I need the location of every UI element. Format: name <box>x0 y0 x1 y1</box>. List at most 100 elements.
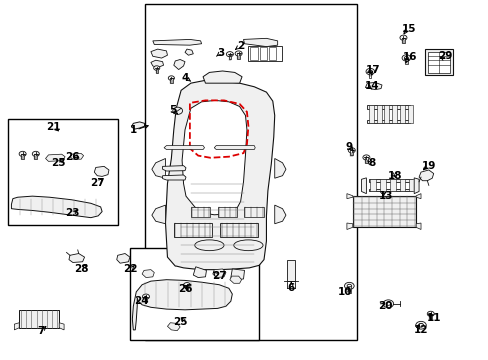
Polygon shape <box>11 196 102 218</box>
Circle shape <box>386 302 390 305</box>
Bar <box>244 207 264 217</box>
Circle shape <box>362 155 369 160</box>
Bar <box>368 71 371 78</box>
Circle shape <box>168 76 174 80</box>
Polygon shape <box>415 223 420 229</box>
Bar <box>428 314 431 319</box>
Circle shape <box>183 283 190 288</box>
Polygon shape <box>229 276 241 283</box>
Circle shape <box>418 324 422 327</box>
Bar <box>228 54 231 59</box>
Circle shape <box>382 300 393 307</box>
Polygon shape <box>214 145 255 149</box>
Text: 4: 4 <box>181 73 188 83</box>
Text: 2: 2 <box>237 41 244 50</box>
Text: 25: 25 <box>173 317 187 327</box>
Bar <box>391 105 396 123</box>
Polygon shape <box>162 166 185 171</box>
Text: 12: 12 <box>413 325 427 335</box>
Bar <box>408 179 414 192</box>
Circle shape <box>346 284 351 288</box>
Bar <box>399 105 404 123</box>
Bar <box>405 58 407 64</box>
Bar <box>19 310 59 328</box>
Bar <box>366 105 409 109</box>
Bar <box>384 105 388 123</box>
Bar <box>287 260 295 281</box>
Circle shape <box>401 55 410 61</box>
Polygon shape <box>243 39 277 46</box>
Bar <box>379 179 385 192</box>
Circle shape <box>153 66 160 70</box>
Polygon shape <box>70 153 83 159</box>
Polygon shape <box>117 253 130 263</box>
Polygon shape <box>153 40 201 45</box>
Circle shape <box>418 323 423 327</box>
Circle shape <box>226 51 233 57</box>
Bar <box>259 47 266 59</box>
Circle shape <box>235 51 242 56</box>
Polygon shape <box>274 158 285 178</box>
Bar <box>34 154 37 159</box>
Polygon shape <box>151 60 163 67</box>
Bar <box>144 297 147 302</box>
Bar <box>368 189 411 192</box>
Polygon shape <box>230 269 244 280</box>
Text: 17: 17 <box>365 64 380 75</box>
Polygon shape <box>163 145 204 149</box>
Bar <box>190 207 210 217</box>
Text: 27: 27 <box>211 271 226 281</box>
Bar <box>401 38 404 43</box>
Ellipse shape <box>194 240 224 251</box>
Bar <box>173 223 211 237</box>
Bar <box>407 105 412 123</box>
Text: 23: 23 <box>65 208 80 218</box>
Bar <box>217 207 237 217</box>
Polygon shape <box>94 166 109 176</box>
Circle shape <box>427 311 433 316</box>
Polygon shape <box>212 269 225 278</box>
Text: 24: 24 <box>134 296 148 306</box>
Polygon shape <box>165 80 274 270</box>
Text: 11: 11 <box>426 313 440 323</box>
Circle shape <box>415 321 426 329</box>
Polygon shape <box>193 267 206 278</box>
Circle shape <box>19 151 26 157</box>
Polygon shape <box>173 59 184 69</box>
Polygon shape <box>131 122 144 129</box>
Text: 18: 18 <box>386 171 401 181</box>
Ellipse shape <box>233 240 263 251</box>
Bar <box>8 119 118 225</box>
Polygon shape <box>184 49 193 55</box>
Polygon shape <box>415 194 420 199</box>
Polygon shape <box>346 194 352 199</box>
Polygon shape <box>203 71 242 83</box>
Bar <box>185 285 188 290</box>
Bar <box>424 49 452 75</box>
Polygon shape <box>182 100 246 215</box>
Text: 20: 20 <box>377 301 391 311</box>
Text: 26: 26 <box>178 284 192 294</box>
Text: 1: 1 <box>129 125 137 135</box>
Bar <box>399 179 405 192</box>
Text: 21: 21 <box>46 122 61 132</box>
Polygon shape <box>132 280 232 330</box>
Bar <box>389 179 395 192</box>
Polygon shape <box>274 205 285 224</box>
Polygon shape <box>418 170 433 181</box>
Polygon shape <box>152 205 165 224</box>
Bar <box>368 105 373 123</box>
Circle shape <box>347 148 355 153</box>
Text: 16: 16 <box>402 52 417 62</box>
Bar <box>347 285 350 293</box>
Text: 10: 10 <box>337 287 351 297</box>
Bar <box>268 47 276 59</box>
Circle shape <box>172 107 182 114</box>
Bar <box>144 4 356 339</box>
Bar <box>21 154 24 159</box>
Text: 8: 8 <box>368 158 375 168</box>
Bar <box>369 179 375 192</box>
Bar <box>250 47 257 59</box>
Polygon shape <box>413 178 418 194</box>
Bar <box>220 223 258 237</box>
